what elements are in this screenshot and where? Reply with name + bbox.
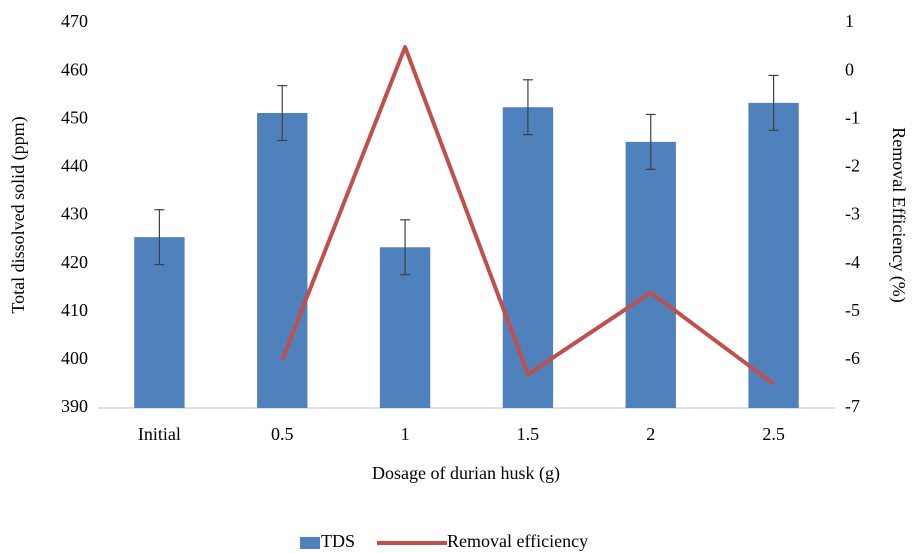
- y2-tick-label: -1: [845, 107, 860, 127]
- x-tick-label: 2: [646, 424, 655, 444]
- bar: [625, 141, 676, 408]
- y-tick-label: 450: [61, 107, 88, 127]
- bar: [257, 112, 308, 409]
- y-tick-label: 420: [61, 252, 88, 272]
- y2-axis-title: Removal Efficiency (%): [888, 127, 909, 303]
- y2-tick-label: -2: [845, 156, 860, 176]
- y2-tick-label: 0: [845, 59, 854, 79]
- y2-tick-label: -5: [845, 300, 860, 320]
- y2-tick-label: -4: [845, 252, 860, 272]
- legend-swatch: [300, 537, 320, 549]
- y-tick-label: 460: [61, 59, 88, 79]
- line: [280, 45, 775, 386]
- y2-tick-label: -6: [845, 348, 860, 368]
- legend-label: Removal efficiency: [447, 531, 588, 551]
- bar: [502, 107, 554, 408]
- bar: [748, 102, 799, 408]
- y-tick-label: 390: [61, 396, 88, 416]
- y-tick-label: 410: [61, 300, 88, 320]
- y-tick-label: 440: [61, 156, 88, 176]
- x-tick-label: 0.5: [271, 424, 294, 444]
- y-tick-label: 470: [61, 11, 88, 31]
- y-tick-label: 430: [61, 204, 88, 224]
- bar: [134, 237, 185, 408]
- y2-tick-label: -3: [845, 204, 860, 224]
- x-axis-title: Dosage of durian husk (g): [372, 463, 560, 484]
- x-tick-label: Initial: [138, 424, 181, 444]
- x-tick-label: 1.5: [517, 424, 540, 444]
- y-tick-label: 400: [61, 348, 88, 368]
- y2-tick-label: 1: [845, 11, 854, 31]
- y2-tick-label: -7: [845, 396, 860, 416]
- legend-label: TDS: [321, 531, 355, 551]
- x-tick-label: 2.5: [762, 424, 785, 444]
- y-axis-title: Total dissolved solid (ppm): [8, 116, 29, 313]
- x-tick-label: 1: [401, 424, 410, 444]
